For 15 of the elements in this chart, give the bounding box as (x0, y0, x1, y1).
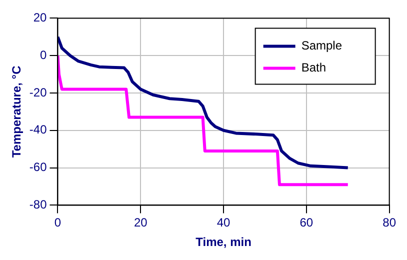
legend-label: Sample (301, 38, 342, 53)
y-tick-label: -60 (29, 160, 48, 174)
y-tick-label: -20 (29, 85, 48, 100)
x-tick-label: 80 (382, 216, 396, 230)
x-tick-label: 40 (216, 216, 231, 230)
x-tick-label: 0 (54, 216, 62, 230)
y-tick-label: -40 (29, 122, 48, 137)
y-tick-label: 0 (40, 48, 48, 62)
x-axis-title: Time, min (196, 235, 252, 250)
x-tick-label: 60 (300, 216, 314, 230)
y-tick-label: 20 (33, 10, 48, 25)
y-axis-title: Temperature, °C (10, 65, 24, 158)
legend-label: Bath (301, 60, 326, 75)
x-tick-label: 20 (134, 216, 148, 230)
y-tick-label: -80 (29, 198, 48, 212)
